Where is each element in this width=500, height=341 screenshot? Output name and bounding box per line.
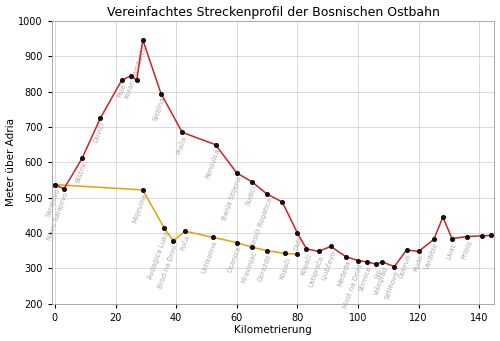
- Text: Goražde: Goražde: [257, 253, 272, 283]
- Point: [118, 78, 126, 83]
- Text: Osanica: Osanica: [227, 246, 242, 273]
- Point: [354, 258, 362, 263]
- Point: [160, 225, 168, 231]
- Text: Mesići Rogatica: Mesići Rogatica: [248, 197, 274, 250]
- Point: [294, 251, 302, 257]
- Text: Bistrik: Bistrik: [74, 161, 88, 184]
- Text: Setihovo: Setihovo: [384, 269, 400, 300]
- Text: Priboj: Priboj: [460, 239, 473, 260]
- Text: Višegrad: Višegrad: [372, 265, 389, 296]
- Point: [439, 214, 447, 220]
- Point: [342, 254, 350, 260]
- Point: [478, 233, 486, 239]
- X-axis label: Kilometrierung: Kilometrierung: [234, 325, 312, 336]
- Point: [181, 228, 189, 234]
- Text: Avdagića Luka: Avdagića Luka: [147, 231, 171, 280]
- Text: Renovica: Renovica: [204, 148, 221, 179]
- Text: Kopači: Kopači: [298, 252, 313, 276]
- Text: Miljevina: Miljevina: [132, 193, 148, 224]
- Text: Međeđa: Međeđa: [336, 260, 351, 287]
- Text: Foča: Foča: [180, 234, 191, 251]
- Point: [233, 170, 241, 176]
- Point: [248, 179, 256, 184]
- Point: [51, 182, 59, 187]
- Text: Kopači: Kopači: [278, 256, 292, 280]
- Text: Sjeljina: Sjeljina: [152, 97, 166, 122]
- Point: [372, 261, 380, 267]
- Y-axis label: Meter über Adria: Meter über Adria: [6, 118, 16, 206]
- Point: [302, 246, 310, 252]
- Point: [169, 238, 177, 243]
- Point: [248, 244, 256, 250]
- Text: Koran: Koran: [124, 79, 136, 100]
- Point: [60, 186, 68, 192]
- Point: [282, 251, 290, 256]
- Text: Vardište: Vardište: [424, 242, 440, 271]
- Text: Ljubčevo: Ljubčevo: [320, 249, 338, 281]
- Text: Most na Drini: Most na Drini: [342, 263, 363, 309]
- Point: [363, 259, 371, 265]
- Point: [139, 37, 147, 43]
- Point: [233, 240, 241, 245]
- Point: [126, 73, 134, 78]
- Point: [390, 264, 398, 269]
- Text: Stambolčić: Stambolčić: [130, 43, 148, 81]
- Text: Šip: Šip: [372, 267, 384, 280]
- Text: Brod na Drini: Brod na Drini: [158, 243, 179, 289]
- Point: [263, 191, 271, 197]
- Point: [402, 247, 410, 253]
- Text: Ustikolina: Ustikolina: [201, 240, 218, 275]
- Point: [157, 91, 165, 96]
- Point: [263, 248, 271, 253]
- Text: Strmica: Strmica: [358, 265, 373, 292]
- Text: Novo Sarajevo: Novo Sarajevo: [46, 192, 70, 241]
- Point: [326, 244, 334, 249]
- Title: Vereinfachtes Streckenprofil der Bosnischen Ostbahn: Vereinfachtes Streckenprofil der Bosnisc…: [106, 5, 440, 18]
- Text: Dub: Dub: [292, 236, 303, 251]
- Point: [78, 155, 86, 161]
- Text: Sudići: Sudići: [244, 184, 258, 207]
- Point: [96, 116, 104, 121]
- Point: [463, 234, 471, 239]
- Point: [378, 259, 386, 265]
- Text: Mravinjac: Mravinjac: [240, 250, 258, 284]
- Text: Uvac: Uvac: [446, 241, 458, 260]
- Point: [314, 249, 322, 254]
- Point: [178, 130, 186, 135]
- Text: Pale: Pale: [116, 83, 127, 99]
- Point: [414, 249, 422, 254]
- Point: [448, 236, 456, 241]
- Text: Rudo: Rudo: [412, 254, 424, 273]
- Text: Doviči: Doviči: [93, 121, 106, 143]
- Point: [51, 182, 59, 187]
- Point: [488, 233, 496, 238]
- Text: Ustiprača: Ustiprača: [308, 254, 325, 288]
- Point: [212, 142, 220, 147]
- Point: [430, 237, 438, 242]
- Text: Prača: Prača: [176, 135, 188, 155]
- Text: Sarajevo: Sarajevo: [44, 188, 60, 218]
- Point: [278, 199, 286, 205]
- Point: [294, 230, 302, 236]
- Point: [208, 235, 216, 240]
- Point: [139, 187, 147, 193]
- Point: [132, 77, 140, 83]
- Text: Banja Stijena: Banja Stijena: [221, 176, 242, 221]
- Text: Dobrun: Dobrun: [398, 253, 412, 279]
